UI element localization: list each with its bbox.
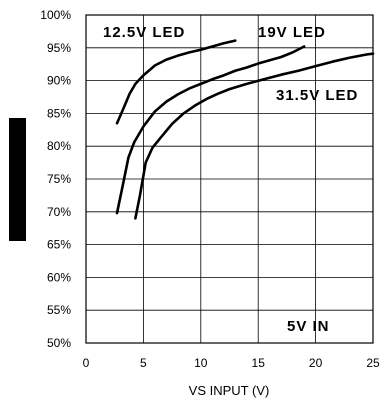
series-lines bbox=[115, 39, 375, 220]
y-tick-label: 85% bbox=[47, 106, 71, 120]
series-line-2 bbox=[134, 52, 375, 220]
x-tick-label: 5 bbox=[140, 356, 147, 370]
y-tick-label: 55% bbox=[47, 303, 71, 317]
annotation-5v-in: 5V IN bbox=[287, 318, 330, 335]
x-tick-label: 10 bbox=[194, 356, 208, 370]
x-axis-ticks: 0 5 10 15 20 25 bbox=[83, 356, 380, 370]
y-axis-ticks: 50% 55% 60% 65% 70% 75% 80% 85% 90% 95% 100% bbox=[40, 8, 71, 350]
y-tick-label: 60% bbox=[47, 270, 71, 284]
x-tick-label: 0 bbox=[83, 356, 90, 370]
left-margin-bar bbox=[9, 118, 26, 241]
y-tick-label: 70% bbox=[47, 205, 71, 219]
y-tick-label: 80% bbox=[47, 139, 71, 153]
y-tick-label: 75% bbox=[47, 172, 71, 186]
series-label-12-5v: 12.5V LED bbox=[103, 24, 185, 41]
series-line-1 bbox=[115, 45, 306, 215]
plot-frame bbox=[85, 14, 374, 344]
series-label-19v: 19V LED bbox=[258, 24, 326, 41]
y-tick-label: 50% bbox=[47, 336, 71, 350]
series-line-0 bbox=[115, 39, 237, 125]
x-tick-label: 20 bbox=[309, 356, 323, 370]
x-tick-label: 15 bbox=[252, 356, 266, 370]
y-tick-label: 95% bbox=[47, 41, 71, 55]
x-axis-label: VS INPUT (V) bbox=[189, 383, 270, 398]
x-tick-label: 25 bbox=[366, 356, 380, 370]
y-tick-label: 65% bbox=[47, 238, 71, 252]
y-tick-label: 100% bbox=[40, 8, 71, 22]
series-label-31-5v: 31.5V LED bbox=[276, 87, 358, 104]
y-tick-label: 90% bbox=[47, 74, 71, 88]
grid bbox=[85, 14, 374, 344]
